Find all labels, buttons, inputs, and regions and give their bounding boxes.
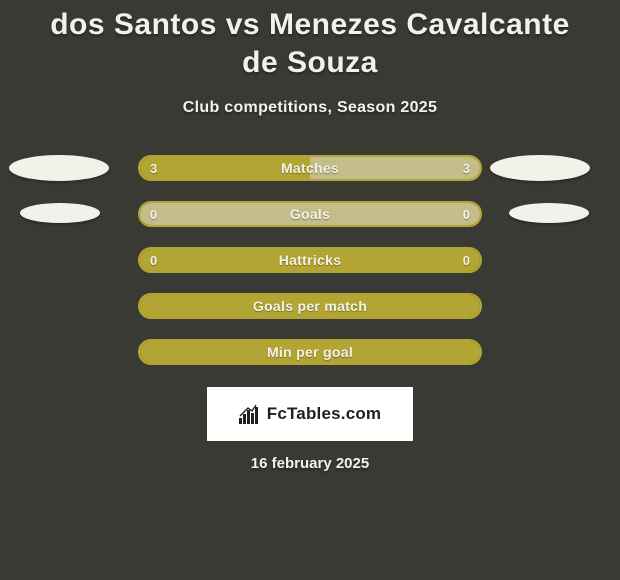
stat-row: 00Goals [0, 191, 620, 237]
stat-bar: 00Hattricks [138, 247, 482, 273]
page-subtitle: Club competitions, Season 2025 [0, 99, 620, 117]
brand-box[interactable]: FcTables.com [207, 387, 413, 441]
stat-label: Matches [140, 157, 480, 179]
stat-bar: 00Goals [138, 201, 482, 227]
stat-label: Goals per match [140, 295, 480, 317]
stat-label: Min per goal [140, 341, 480, 363]
brand-text: FcTables.com [267, 404, 382, 424]
stat-bar: 33Matches [138, 155, 482, 181]
stat-bar: Goals per match [138, 293, 482, 319]
comparison-area: 33Matches 00Goals 00Hattricks Goals per mat… [0, 145, 620, 375]
stat-label: Hattricks [140, 249, 480, 271]
stat-label: Goals [140, 203, 480, 225]
page-title: dos Santos vs Menezes Cavalcante de Souz… [0, 0, 620, 81]
stat-row: Min per goal [0, 329, 620, 375]
stat-row: 33Matches [0, 145, 620, 191]
stat-bar: Min per goal [138, 339, 482, 365]
brand-chart-icon [239, 404, 261, 424]
footer-date: 16 february 2025 [0, 455, 620, 472]
stat-row: 00Hattricks [0, 237, 620, 283]
stat-row: Goals per match [0, 283, 620, 329]
